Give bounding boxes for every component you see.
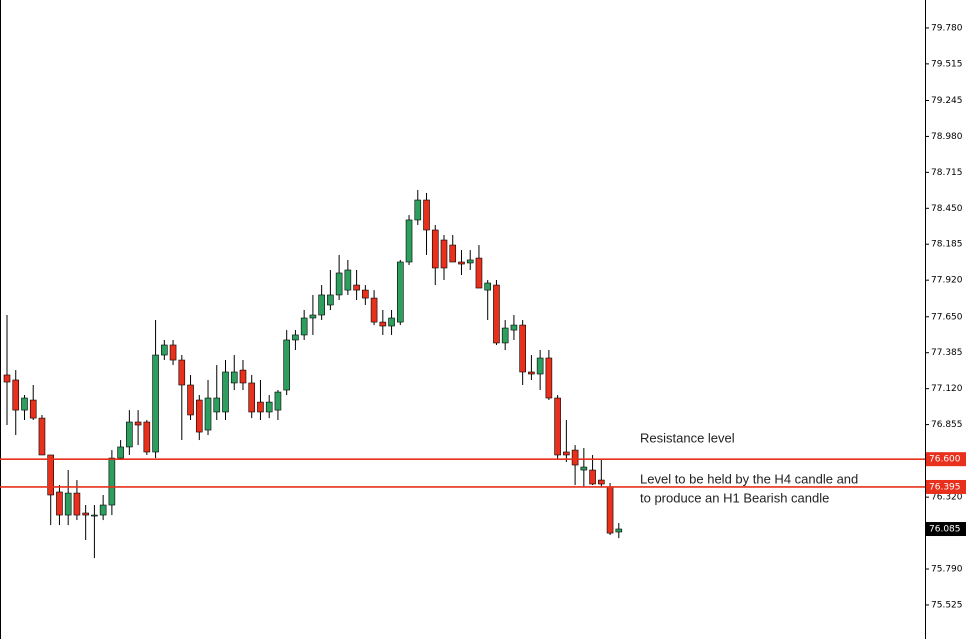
- candle-body: [187, 384, 194, 416]
- candle-body: [318, 294, 325, 316]
- candle-body: [580, 466, 588, 471]
- candle-body: [449, 244, 457, 263]
- candle-body: [554, 397, 561, 456]
- candle-body: [405, 219, 413, 263]
- y-tick-label: 79.515: [931, 59, 963, 69]
- candle-body: [143, 421, 151, 453]
- candle-body: [606, 486, 614, 534]
- candle-body: [73, 492, 81, 516]
- candle-body: [344, 269, 352, 291]
- candle-body: [493, 284, 500, 344]
- annotation: Resistance level: [640, 430, 735, 445]
- candle-body: [466, 259, 474, 264]
- y-tick-label: 77.120: [931, 384, 963, 394]
- level-price-box: [926, 452, 966, 467]
- candle-body: [257, 401, 264, 413]
- candle-body: [47, 454, 55, 496]
- candle-body: [327, 294, 334, 306]
- candle-body: [134, 421, 142, 426]
- candle-body: [335, 272, 343, 296]
- candle-body: [239, 369, 247, 384]
- candle-body: [222, 371, 229, 413]
- candle-body: [161, 344, 168, 356]
- candle-body: [309, 314, 317, 319]
- candle-body: [475, 257, 483, 289]
- candle-body: [300, 317, 308, 336]
- candle-body: [99, 504, 107, 516]
- candle-body: [283, 339, 290, 391]
- candle-body: [178, 359, 186, 386]
- candle-body: [414, 199, 422, 221]
- candle-body: [589, 469, 596, 485]
- y-tick-label: 78.450: [931, 204, 963, 214]
- candle-body: [117, 446, 124, 459]
- y-tick-label: 76.320: [931, 493, 963, 503]
- candle-body: [169, 344, 177, 361]
- candle-body: [204, 397, 212, 431]
- annotation: to produce an H1 Bearish candle: [640, 490, 829, 505]
- candle-body: [571, 449, 579, 466]
- y-tick-label: 78.980: [931, 132, 963, 142]
- candle-body: [265, 401, 273, 413]
- candle-body: [353, 284, 360, 291]
- candle-body: [379, 321, 387, 327]
- y-tick-label: 79.780: [931, 23, 963, 33]
- candle-body: [248, 382, 256, 413]
- candle-body: [292, 334, 299, 341]
- y-tick-label: 78.185: [931, 240, 963, 250]
- candle-body: [64, 492, 72, 516]
- y-tick-label: 77.920: [931, 276, 963, 286]
- y-tick-label: 78.715: [931, 168, 963, 178]
- candle-body: [563, 451, 570, 456]
- y-tick-label: 77.385: [931, 348, 963, 358]
- last-price-label: 76.085: [929, 525, 961, 535]
- candle-body: [484, 282, 492, 291]
- candle-body: [82, 512, 89, 516]
- candle-body: [91, 514, 98, 517]
- candle-body: [528, 371, 535, 375]
- candle-body: [519, 324, 526, 373]
- candle-body: [126, 421, 133, 448]
- candle-body: [615, 528, 623, 533]
- level-price-label: 76.395: [929, 482, 961, 492]
- candle-body: [152, 354, 159, 453]
- last-price-box: [926, 522, 966, 537]
- candle-body: [3, 374, 11, 383]
- candle-body: [423, 199, 430, 231]
- y-tick-label: 77.650: [931, 312, 963, 322]
- level-price-box: [926, 479, 966, 494]
- candle-body: [370, 297, 378, 323]
- candle-body: [396, 261, 404, 323]
- y-tick-label: 79.245: [931, 96, 963, 106]
- candle-body: [12, 379, 20, 411]
- candle-body: [29, 399, 37, 419]
- candle-body: [501, 327, 509, 344]
- candle-body: [545, 357, 553, 399]
- y-tick-label: 75.790: [931, 565, 963, 575]
- candle-body: [362, 289, 369, 299]
- candle-body: [56, 491, 63, 516]
- candle-body: [510, 324, 518, 331]
- candle-body: [598, 479, 605, 485]
- candle-body: [458, 261, 465, 265]
- candle-body: [431, 229, 439, 269]
- level-price-label: 76.600: [929, 455, 961, 465]
- candle-body: [38, 417, 46, 456]
- candle-body: [195, 399, 203, 433]
- y-tick-label: 75.525: [931, 600, 963, 610]
- candle-body: [21, 397, 28, 411]
- candle-body: [440, 239, 448, 269]
- candle-body: [536, 357, 544, 375]
- annotation: Level to be held by the H4 candle and: [640, 471, 858, 486]
- candle-body: [230, 371, 238, 384]
- candle-body: [108, 457, 116, 506]
- y-tick-label: 76.855: [931, 420, 963, 430]
- candle-body: [274, 391, 282, 411]
- candle-body: [213, 397, 221, 413]
- candle-body: [388, 317, 395, 327]
